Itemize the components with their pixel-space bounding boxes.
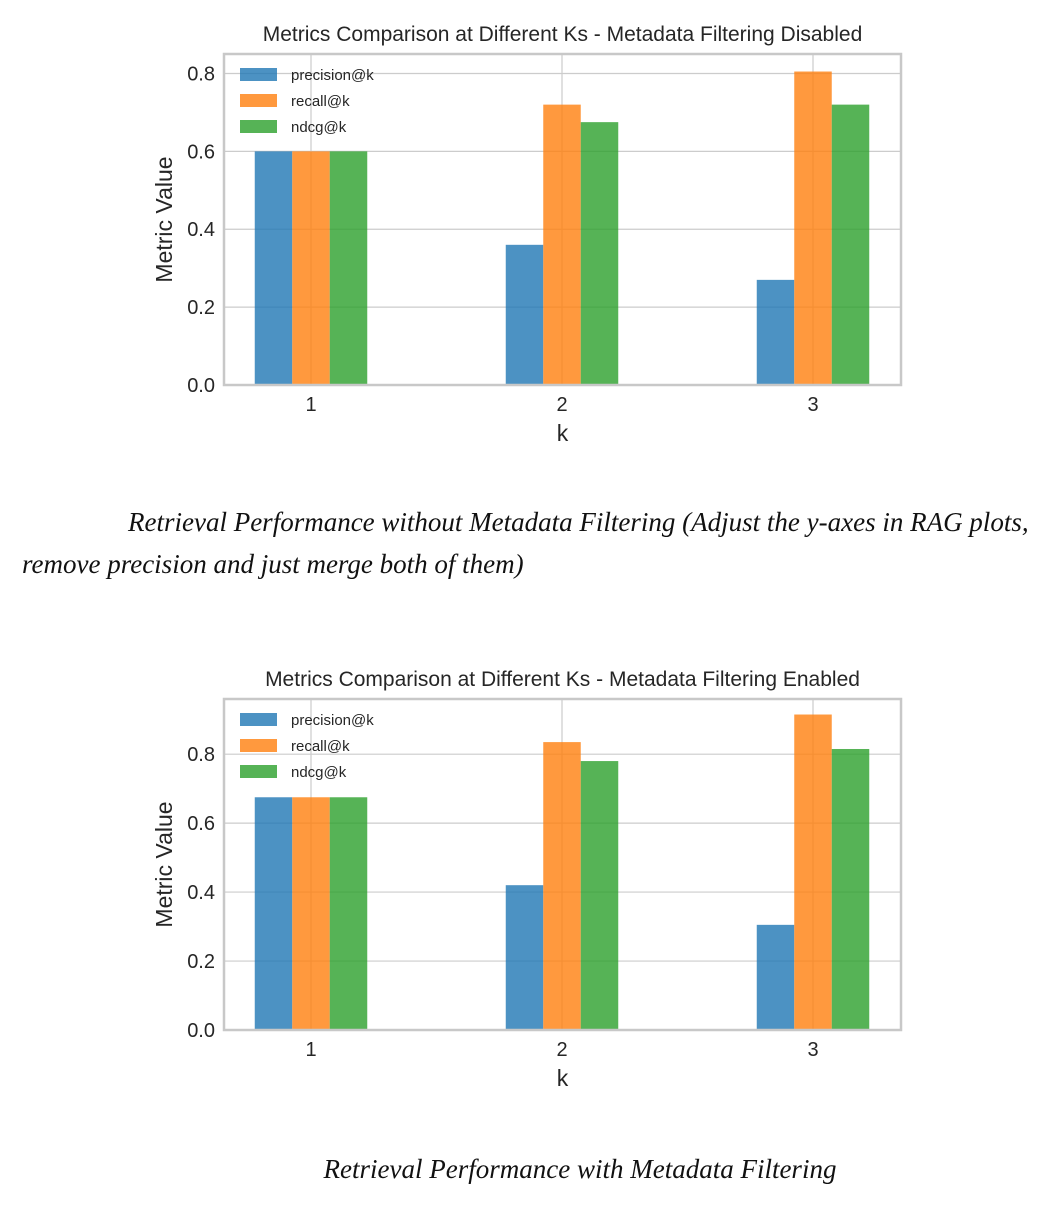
- legend-label: precision@k: [291, 67, 374, 84]
- bar-recall-at-k-k3: [794, 714, 832, 1030]
- y-tick-label: 0.6: [187, 813, 215, 835]
- bar-ndcg-at-k-k1: [329, 151, 368, 385]
- legend-swatch: [240, 713, 277, 726]
- legend-swatch: [240, 120, 277, 133]
- chart-metadata-filtering-enabled: 0.0 0.2 0.4 0.6 0.8 1 2 3 Metrics Comparison at …: [151, 668, 903, 1091]
- x-tick-label: 1: [305, 394, 316, 416]
- y-tick-label: 0.2: [187, 297, 215, 319]
- chart-title: Metrics Comparison at Different Ks - Met…: [265, 668, 860, 691]
- y-axis-label: Metric Value: [151, 156, 177, 282]
- x-tick-label: 2: [556, 394, 567, 416]
- bar-recall-at-k-k3: [794, 71, 832, 385]
- y-tick-label: 0.4: [187, 882, 215, 904]
- legend-swatch: [240, 765, 277, 778]
- x-axis-label: k: [557, 420, 569, 446]
- bar-recall-at-k-k2: [543, 742, 581, 1030]
- y-tick-label: 0.0: [187, 1020, 215, 1042]
- y-tick-label: 0.6: [187, 141, 215, 163]
- bar-recall-at-k-k1: [292, 797, 330, 1030]
- legend-label: ndcg@k: [291, 119, 347, 136]
- bar-precision-at-k-k1: [254, 797, 293, 1030]
- y-tick-label: 0.2: [187, 951, 215, 973]
- figure-caption-disabled: Retrieval Performance without Metadata F…: [22, 507, 1029, 579]
- bar-precision-at-k-k2: [505, 885, 544, 1030]
- x-axis-label: k: [557, 1065, 569, 1091]
- axes-frame: [222, 52, 903, 387]
- y-tick-label: 0.0: [187, 375, 215, 397]
- bar-precision-at-k-k1: [254, 151, 293, 385]
- legend-label: precision@k: [291, 712, 374, 729]
- legend-label: ndcg@k: [291, 764, 347, 781]
- legend-swatch: [240, 739, 277, 752]
- legend-swatch: [240, 68, 277, 81]
- x-tick-label: 2: [556, 1039, 567, 1061]
- y-tick-label: 0.4: [187, 219, 215, 241]
- bar-recall-at-k-k1: [292, 151, 330, 385]
- bar-ndcg-at-k-k2: [580, 122, 619, 385]
- legend-label: recall@k: [291, 93, 350, 110]
- x-tick-label: 1: [305, 1039, 316, 1061]
- bar-ndcg-at-k-k3: [831, 748, 870, 1030]
- x-tick-label: 3: [807, 394, 818, 416]
- bar-precision-at-k-k2: [505, 244, 544, 385]
- bar-ndcg-at-k-k1: [329, 797, 368, 1030]
- chart-metadata-filtering-disabled: 0.0 0.2 0.4 0.6 0.8 1 2 3 Metrics Comparison at …: [151, 23, 903, 446]
- y-tick-label: 0.8: [187, 63, 215, 85]
- legend-swatch: [240, 94, 277, 107]
- bar-ndcg-at-k-k2: [580, 761, 619, 1030]
- x-tick-label: 3: [807, 1039, 818, 1061]
- axes-frame: [222, 697, 903, 1032]
- bar-precision-at-k-k3: [756, 924, 795, 1030]
- bar-precision-at-k-k3: [756, 279, 795, 385]
- figure-caption-enabled: Retrieval Performance with Metadata Filt…: [323, 1154, 837, 1184]
- y-axis-label: Metric Value: [151, 801, 177, 927]
- chart-title: Metrics Comparison at Different Ks - Met…: [263, 23, 863, 46]
- bar-recall-at-k-k2: [543, 104, 581, 385]
- legend-label: recall@k: [291, 738, 350, 755]
- bar-ndcg-at-k-k3: [831, 104, 870, 385]
- y-tick-label: 0.8: [187, 744, 215, 766]
